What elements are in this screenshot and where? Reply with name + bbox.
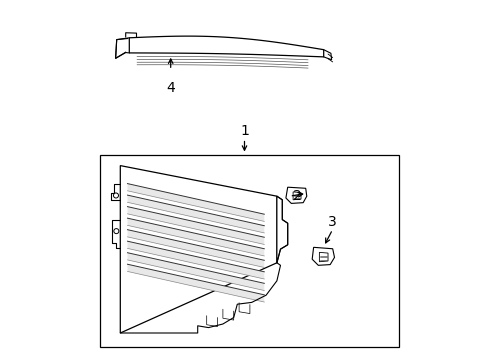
Polygon shape xyxy=(127,184,264,221)
Circle shape xyxy=(113,193,118,198)
Polygon shape xyxy=(311,247,334,265)
Polygon shape xyxy=(127,253,264,291)
Text: 3: 3 xyxy=(327,215,336,229)
Polygon shape xyxy=(129,36,323,57)
Circle shape xyxy=(114,229,119,234)
Polygon shape xyxy=(292,192,301,200)
Bar xyxy=(101,155,399,347)
Polygon shape xyxy=(285,187,306,203)
Polygon shape xyxy=(127,241,264,279)
Polygon shape xyxy=(276,196,287,263)
Text: 1: 1 xyxy=(240,124,248,138)
Text: 4: 4 xyxy=(166,81,175,95)
Text: 2: 2 xyxy=(292,189,301,203)
Polygon shape xyxy=(127,207,264,244)
Polygon shape xyxy=(319,252,327,262)
Polygon shape xyxy=(120,166,276,333)
Polygon shape xyxy=(127,264,264,302)
Polygon shape xyxy=(127,218,264,256)
Polygon shape xyxy=(127,195,264,233)
Polygon shape xyxy=(127,230,264,267)
